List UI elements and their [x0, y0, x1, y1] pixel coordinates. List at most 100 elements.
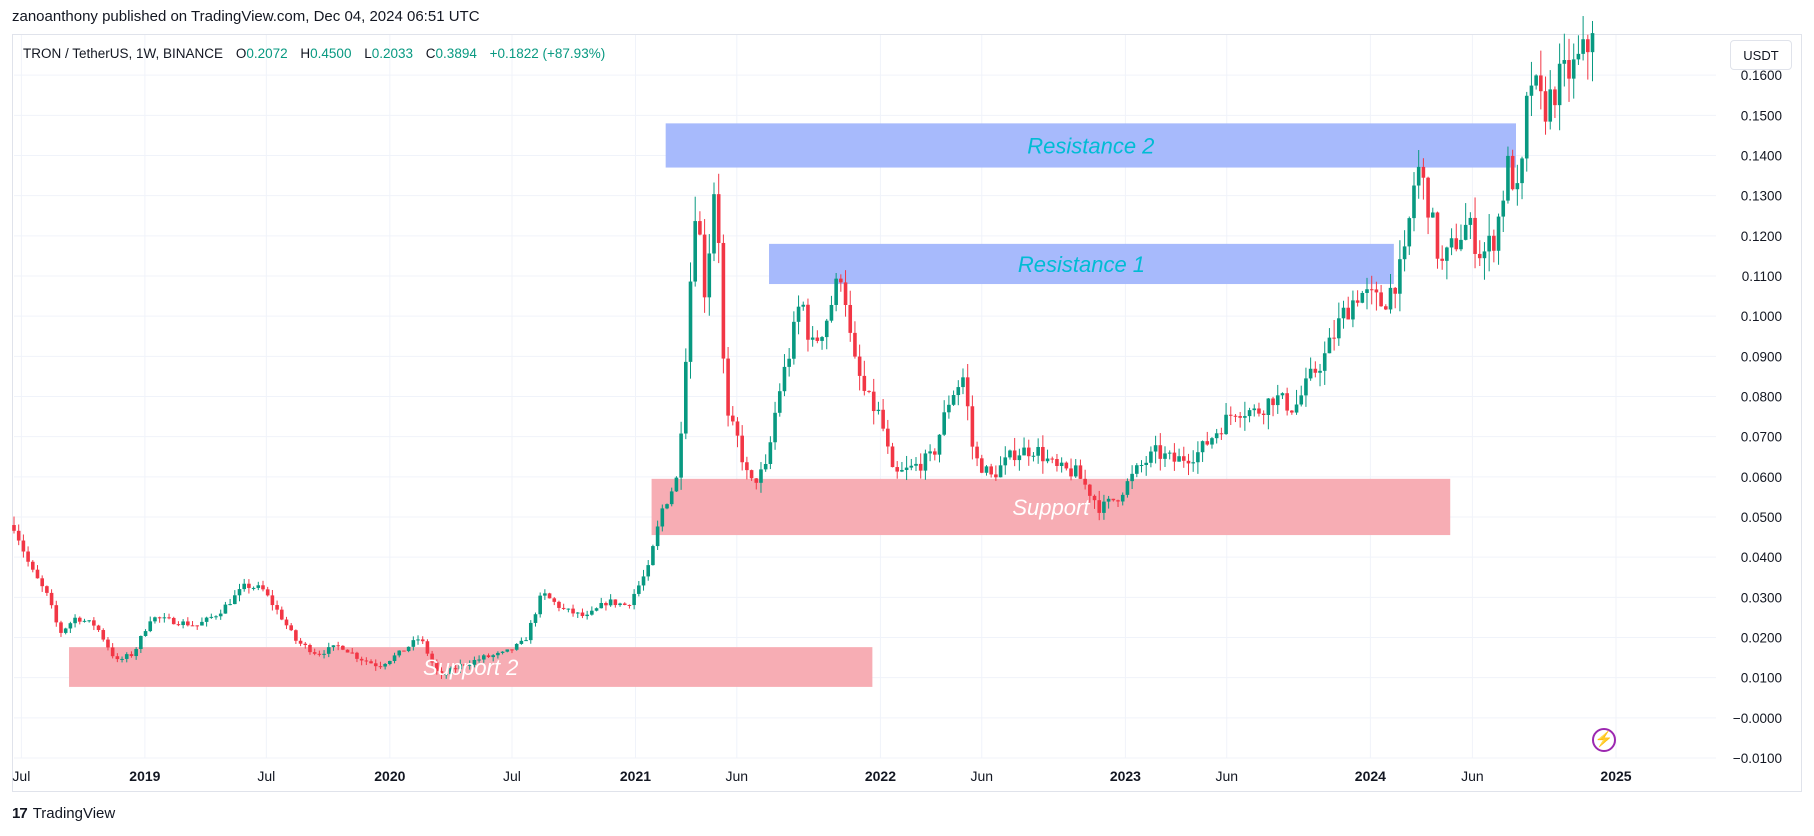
candle-body [1219, 433, 1224, 435]
y-tick-label: 0.0700 [1741, 430, 1782, 445]
candle-body [1304, 378, 1308, 396]
candle-body [712, 194, 716, 254]
candlestick-series [12, 16, 1595, 679]
candle-body [284, 619, 289, 626]
candle-body [402, 650, 406, 652]
candle-body [49, 592, 54, 606]
candle-body [886, 428, 890, 447]
candle-body [815, 337, 820, 341]
close-value: 0.3894 [435, 46, 477, 61]
candle-body [571, 608, 575, 614]
candle-body [834, 278, 838, 305]
candle-body [1590, 33, 1595, 53]
candle-body [256, 585, 261, 588]
currency-button[interactable]: USDT [1730, 40, 1792, 70]
candle-body [1233, 415, 1238, 417]
candle-body [1534, 75, 1538, 86]
candle-body [1327, 337, 1332, 354]
candle-body [472, 659, 477, 665]
candle-body [839, 278, 843, 283]
candle-body [1520, 158, 1524, 184]
candle-body [373, 663, 378, 667]
candle-body [1092, 495, 1097, 501]
candle-body [1496, 216, 1501, 251]
open-label: O [235, 46, 247, 61]
candle-body [1097, 500, 1102, 513]
high-label: H [300, 46, 311, 61]
tradingview-logo-icon: 17 [12, 805, 28, 822]
candle-body [1440, 258, 1444, 261]
candle-body [561, 607, 566, 609]
candle-body [749, 470, 754, 479]
candle-body [270, 595, 275, 606]
candle-body [1130, 473, 1134, 482]
candle-body [876, 409, 881, 412]
footer-brand: 17 TradingView [12, 805, 115, 822]
candle-body [308, 645, 312, 653]
candle-body [961, 377, 965, 388]
candle-body [1524, 95, 1529, 159]
candle-body [1252, 408, 1257, 411]
candle-body [1106, 498, 1111, 502]
candle-body [575, 612, 580, 614]
candle-body [350, 652, 355, 654]
candle-body [768, 442, 773, 464]
candle-body [651, 546, 655, 566]
candle-body [1125, 481, 1130, 495]
x-tick-label: Jul [257, 768, 275, 784]
candle-body [684, 361, 688, 434]
candle-body [1153, 445, 1158, 452]
candle-body [233, 595, 237, 605]
y-tick-label: 0.0200 [1741, 631, 1782, 646]
candle-body [1271, 398, 1275, 406]
candle-body [458, 664, 463, 670]
candle-body [1167, 452, 1172, 454]
candle-body [16, 530, 21, 541]
candle-body [1567, 60, 1571, 79]
low-label: L [364, 46, 372, 61]
candle-body [1529, 85, 1534, 96]
candle-body [486, 655, 491, 658]
candle-body [1360, 292, 1365, 303]
candle-body [1257, 408, 1261, 414]
candle-body [594, 608, 599, 611]
candle-body [92, 620, 96, 626]
candle-body [1539, 75, 1543, 92]
candle-body [115, 656, 120, 660]
candle-body [806, 304, 810, 340]
candle-body [641, 576, 646, 586]
candle-body [1473, 217, 1477, 254]
candle-body [1445, 247, 1449, 261]
candle-body [1144, 462, 1149, 466]
candle-body [124, 654, 129, 659]
candle-body [1449, 238, 1454, 248]
candle-body [101, 630, 106, 640]
x-axis: Jul 2019 Jul 2020 Jul 2021 Jun 2022 Jun 2023 Jun 20… [12, 768, 1631, 784]
candle-body [139, 635, 143, 650]
candle-body [63, 628, 68, 633]
chart-grid [14, 35, 1716, 759]
candle-body [406, 646, 411, 652]
candle-body [543, 593, 547, 596]
resistance-zone [665, 123, 1517, 168]
candle-body [740, 435, 744, 463]
candle-body [923, 453, 928, 471]
candle-body [331, 645, 336, 648]
candle-body [1111, 498, 1116, 501]
candle-body [364, 660, 369, 662]
candle-body [1031, 455, 1036, 457]
candle-body [937, 434, 942, 455]
candle-body [702, 234, 707, 298]
candle-body [242, 583, 246, 590]
candle-body [1388, 287, 1393, 310]
y-tick-label: 0.0400 [1741, 550, 1782, 565]
candle-body [1177, 456, 1181, 462]
x-tick-label: 2020 [374, 768, 405, 784]
x-tick-label: Jun [970, 768, 993, 784]
support-zone [651, 478, 1451, 536]
candle-body [1290, 410, 1294, 413]
lightning-icon[interactable]: ⚡ [1592, 728, 1616, 752]
candle-body [871, 391, 876, 412]
y-tick-label: 0.0900 [1741, 349, 1782, 364]
